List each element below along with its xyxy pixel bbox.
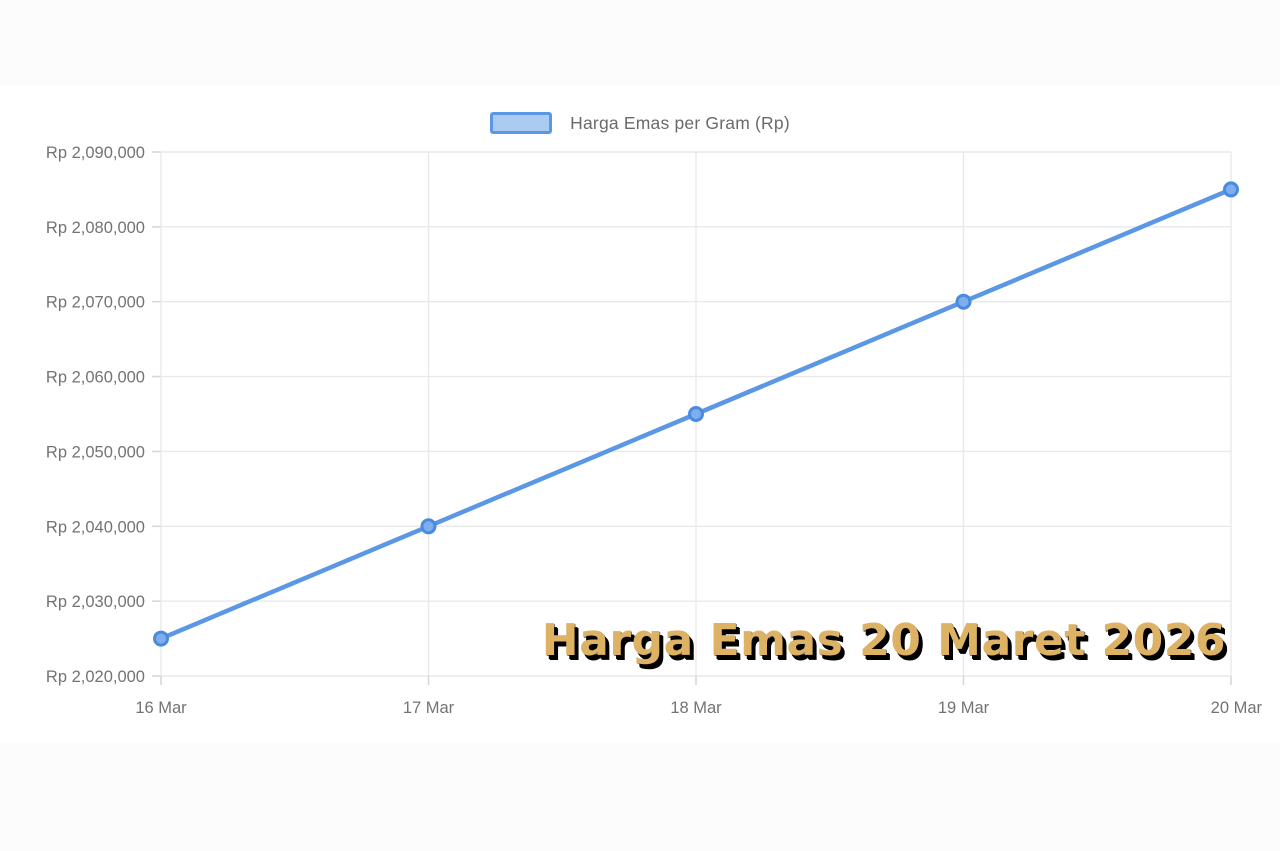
data-point-16-mar[interactable] [153, 630, 169, 647]
y-axis-tick-label: Rp 2,070,000 [46, 294, 145, 312]
x-axis-tick-label: 20 Mar [1211, 699, 1263, 717]
data-point-17-mar[interactable] [420, 518, 437, 535]
x-axis-tick-label: 16 Mar [135, 699, 187, 717]
legend-swatch [490, 112, 553, 134]
x-axis-tick-label: 19 Mar [938, 699, 990, 717]
chart-panel [0, 85, 1280, 743]
y-axis-tick-label: Rp 2,060,000 [46, 369, 145, 387]
y-axis-tick-label: Rp 2,080,000 [46, 219, 145, 237]
legend-item[interactable]: Harga Emas per Gram (Rp) [0, 112, 1280, 134]
data-point-20-mar[interactable] [1223, 181, 1239, 198]
y-axis-tick-label: Rp 2,040,000 [46, 518, 145, 536]
y-axis-tick-label: Rp 2,090,000 [46, 144, 145, 162]
y-axis-tick-label: Rp 2,020,000 [46, 668, 145, 686]
y-axis-tick-label: Rp 2,030,000 [46, 593, 145, 611]
data-point-19-mar[interactable] [955, 293, 972, 310]
legend-label: Harga Emas per Gram (Rp) [570, 112, 790, 133]
x-axis-tick-label: 17 Mar [403, 699, 455, 717]
y-axis-tick-label: Rp 2,050,000 [46, 443, 145, 461]
x-axis-tick-label: 18 Mar [670, 699, 722, 717]
overlay-title: Harga Emas 20 Maret 2026 [541, 615, 1226, 666]
data-point-18-mar[interactable] [688, 406, 704, 422]
